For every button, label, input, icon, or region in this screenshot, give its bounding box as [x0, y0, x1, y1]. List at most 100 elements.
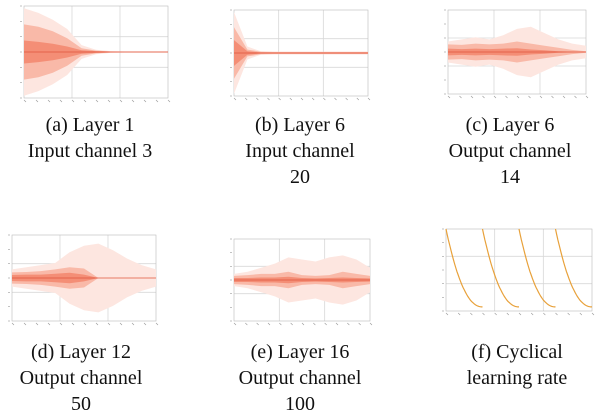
- x-tick: [83, 99, 87, 103]
- x-tick: [494, 312, 497, 316]
- caption-d-line2: Output channel: [19, 367, 143, 389]
- caption-e-line1: (e) Layer 16: [250, 341, 350, 363]
- lr-cycle-line: [481, 228, 519, 308]
- x-tick: [543, 312, 546, 316]
- x-tick: [71, 99, 75, 103]
- caption-e-line3: 100: [285, 393, 315, 415]
- x-tick: [35, 322, 39, 326]
- x-tick: [95, 322, 99, 326]
- x-tick: [289, 97, 293, 101]
- caption-d-line3: 50: [71, 393, 91, 415]
- x-tick: [244, 97, 248, 101]
- x-tick: [591, 312, 595, 316]
- x-tick: [493, 95, 497, 99]
- caption-f-line2: learning rate: [466, 367, 568, 389]
- x-tick: [585, 95, 589, 99]
- lr-cycle-line: [445, 228, 483, 308]
- x-tick: [267, 97, 270, 101]
- x-tick: [334, 97, 337, 101]
- caption-c-line1: (c) Layer 6: [465, 114, 555, 136]
- x-tick: [35, 99, 39, 103]
- x-tick: [518, 312, 522, 316]
- x-tick: [256, 97, 259, 101]
- x-tick: [155, 322, 159, 326]
- x-tick: [155, 99, 159, 103]
- x-tick: [267, 322, 271, 326]
- x-tick: [107, 99, 111, 103]
- x-tick: [119, 322, 123, 326]
- x-tick: [47, 322, 51, 326]
- x-tick: [313, 322, 316, 326]
- x-tick: [323, 97, 326, 101]
- caption-a: (a) Layer 1 Input channel 3: [0, 112, 180, 164]
- x-tick: [11, 322, 15, 326]
- x-tick: [300, 97, 304, 101]
- x-tick: [345, 97, 348, 101]
- x-tick: [131, 322, 135, 326]
- caption-e-line2: Output channel: [238, 367, 362, 389]
- x-tick: [551, 95, 554, 99]
- x-tick: [47, 99, 51, 103]
- caption-e: (e) Layer 16 Output channel 100: [210, 339, 390, 417]
- x-tick: [131, 99, 135, 103]
- caption-b-line2: Input channel: [245, 140, 355, 162]
- panel-b: (b) Layer 6 Input channel 20: [200, 0, 400, 200]
- chart-d: [8, 234, 159, 326]
- x-tick: [143, 99, 147, 103]
- x-tick: [506, 312, 510, 316]
- x-tick: [562, 95, 566, 99]
- x-tick: [579, 312, 583, 316]
- x-tick: [347, 322, 350, 326]
- caption-b-line3: 20: [290, 166, 310, 188]
- x-tick: [335, 322, 339, 326]
- caption-d: (d) Layer 12 Output channel 50: [0, 339, 162, 417]
- x-tick: [59, 322, 63, 326]
- panel-c: (c) Layer 6 Output channel 14: [400, 0, 598, 200]
- x-tick: [71, 322, 75, 326]
- x-tick: [470, 312, 473, 316]
- caption-a-line2: Input channel 3: [27, 140, 153, 162]
- x-tick: [470, 95, 474, 99]
- caption-f-line1: (f) Cyclical: [471, 341, 563, 363]
- caption-a-line1: (a) Layer 1: [45, 114, 135, 136]
- plot-border: [445, 228, 593, 312]
- panel-f: (f) Cyclical learning rate: [400, 225, 598, 416]
- caption-c-line3: 14: [500, 166, 520, 188]
- x-tick: [324, 322, 327, 326]
- x-tick: [233, 97, 237, 101]
- x-tick: [233, 322, 237, 326]
- x-tick: [369, 322, 373, 326]
- x-tick: [356, 97, 360, 101]
- chart-e: [230, 238, 373, 326]
- x-tick: [256, 322, 259, 326]
- x-tick: [311, 97, 315, 101]
- x-tick: [482, 95, 485, 99]
- lr-cycle-line: [554, 228, 592, 308]
- chart-b: [230, 9, 371, 101]
- x-tick: [530, 312, 534, 316]
- caption-b: (b) Layer 6 Input channel 20: [210, 112, 390, 190]
- x-tick: [574, 95, 577, 99]
- panel-d: (d) Layer 12 Output channel 50: [0, 225, 200, 416]
- x-tick: [23, 99, 27, 103]
- x-tick: [83, 322, 87, 326]
- x-tick: [95, 99, 99, 103]
- x-tick: [143, 322, 147, 326]
- x-tick: [555, 312, 558, 316]
- x-tick: [445, 312, 449, 316]
- caption-d-line1: (d) Layer 12: [31, 341, 131, 363]
- x-tick: [59, 99, 63, 103]
- x-tick: [539, 95, 543, 99]
- x-tick: [505, 95, 508, 99]
- x-tick: [457, 312, 461, 316]
- x-tick: [290, 322, 293, 326]
- lr-cycle-line: [518, 228, 556, 308]
- x-tick: [167, 99, 171, 103]
- panel-e: (e) Layer 16 Output channel 100: [200, 225, 400, 416]
- x-tick: [245, 322, 248, 326]
- x-tick: [301, 322, 305, 326]
- chart-c: [444, 9, 589, 99]
- x-tick: [482, 312, 485, 316]
- x-tick: [447, 95, 451, 99]
- x-tick: [119, 99, 123, 103]
